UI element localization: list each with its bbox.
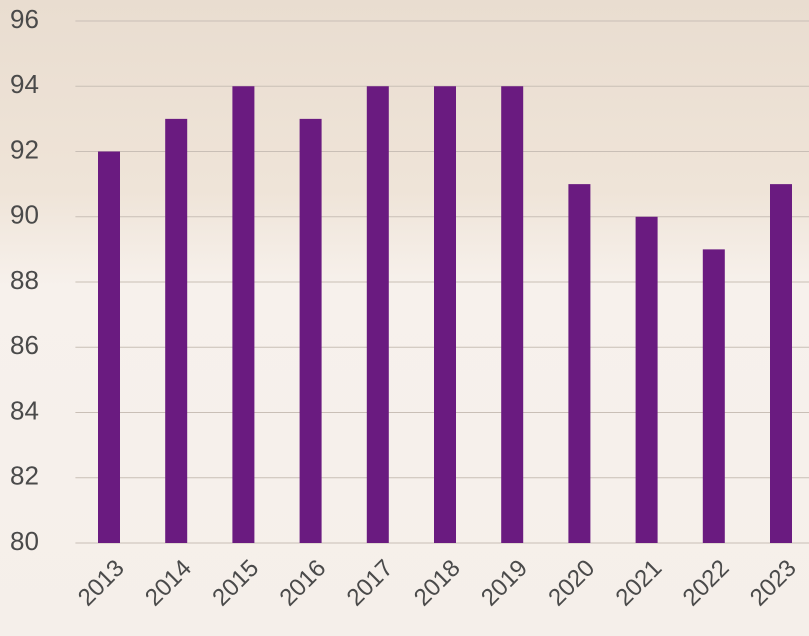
bar bbox=[165, 118, 188, 543]
bar bbox=[98, 151, 120, 543]
x-tick-label: 2023 bbox=[745, 555, 802, 612]
x-tick-label: 2021 bbox=[610, 555, 667, 612]
y-tick-label: 80 bbox=[10, 526, 39, 556]
y-tick-label: 82 bbox=[10, 461, 39, 491]
x-tick-label: 2018 bbox=[409, 555, 466, 612]
bar bbox=[299, 118, 322, 543]
x-tick-label: 2022 bbox=[678, 555, 735, 612]
y-tick-label: 84 bbox=[10, 395, 39, 425]
bar bbox=[770, 184, 792, 543]
x-tick-label: 2020 bbox=[543, 555, 600, 612]
y-tick-label: 96 bbox=[10, 4, 39, 34]
x-tick-label: 2016 bbox=[274, 555, 331, 612]
y-tick-label: 86 bbox=[10, 330, 39, 360]
x-tick-label: 2013 bbox=[73, 555, 130, 612]
y-tick-label: 88 bbox=[10, 265, 39, 295]
bar bbox=[232, 86, 255, 543]
x-tick-label: 2015 bbox=[207, 555, 264, 612]
y-tick-label: 92 bbox=[10, 134, 39, 164]
x-tick-label: 2017 bbox=[342, 555, 399, 612]
y-tick-label: 94 bbox=[10, 69, 39, 99]
bar bbox=[702, 249, 725, 543]
bar bbox=[366, 86, 389, 543]
x-tick-label: 2019 bbox=[476, 555, 533, 612]
bar bbox=[568, 184, 591, 543]
x-tick-label: 2014 bbox=[140, 555, 197, 612]
bar bbox=[501, 86, 524, 543]
y-tick-label: 90 bbox=[10, 200, 39, 230]
bar bbox=[434, 86, 456, 543]
bar bbox=[635, 216, 658, 543]
